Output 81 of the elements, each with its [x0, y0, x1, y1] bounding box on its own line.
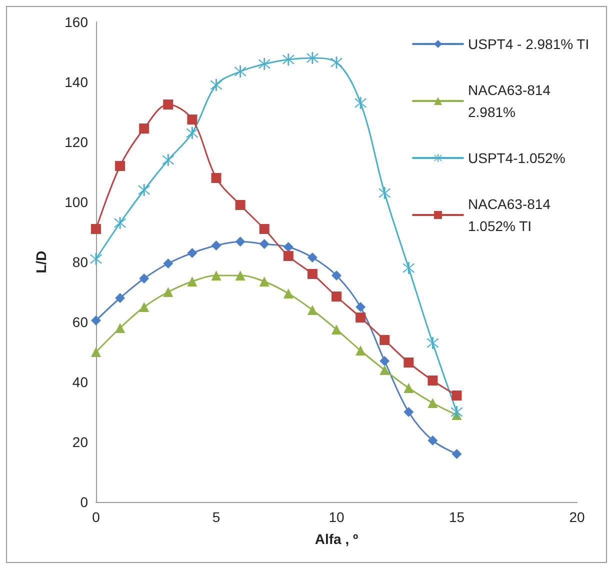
point	[332, 324, 342, 334]
point	[235, 270, 246, 280]
point	[91, 224, 101, 234]
y-tick-label: 160	[64, 14, 88, 30]
point	[259, 276, 270, 286]
point	[332, 270, 342, 280]
x-tick-label: 10	[328, 509, 344, 525]
point	[259, 239, 270, 249]
point	[234, 66, 246, 78]
y-tick-label: 20	[72, 434, 88, 450]
point	[307, 269, 318, 279]
x-axis-title: Alfa , º	[314, 531, 358, 547]
point	[356, 302, 366, 312]
point	[163, 287, 174, 297]
point	[187, 276, 198, 286]
point	[139, 274, 150, 284]
point	[378, 187, 391, 199]
point	[187, 248, 198, 258]
point	[138, 184, 150, 196]
y-tick-label: 140	[64, 74, 88, 90]
point	[186, 127, 198, 139]
legend-label: USPT4 - 2.981% TI	[468, 36, 590, 52]
point	[354, 97, 367, 109]
y-tick-label: 60	[72, 314, 88, 330]
point	[91, 316, 101, 326]
point	[162, 154, 174, 166]
x-tick-label: 0	[92, 509, 100, 525]
point	[404, 358, 414, 368]
point	[114, 217, 126, 229]
point	[282, 54, 294, 66]
point	[235, 200, 246, 210]
point	[283, 288, 294, 298]
point	[163, 100, 174, 110]
point	[380, 335, 390, 345]
point	[426, 337, 439, 349]
point	[380, 356, 390, 366]
y-tick-label: 0	[80, 494, 88, 510]
point	[428, 436, 438, 446]
y-tick-label: 120	[64, 134, 88, 150]
point	[163, 258, 174, 268]
point	[91, 347, 101, 357]
point	[306, 52, 318, 64]
point	[307, 305, 318, 315]
point	[211, 270, 222, 280]
point	[428, 376, 438, 386]
point	[258, 58, 270, 70]
point	[139, 302, 150, 312]
point	[235, 236, 246, 247]
point	[356, 312, 366, 322]
point	[211, 173, 222, 183]
point	[450, 406, 463, 418]
point	[211, 240, 222, 250]
point	[452, 449, 462, 459]
legend-label: NACA63-814 2.981%	[468, 82, 554, 120]
point	[115, 323, 126, 333]
point	[402, 262, 415, 274]
point	[210, 79, 222, 91]
legend-label: USPT4-1.052%	[468, 150, 566, 166]
point	[404, 383, 414, 393]
point	[283, 242, 294, 252]
x-tick-label: 5	[212, 509, 220, 525]
x-tick-label: 20	[569, 509, 585, 525]
point	[139, 124, 150, 134]
point	[356, 346, 366, 356]
y-tick-label: 80	[72, 254, 88, 270]
point	[283, 251, 294, 261]
x-tick-label: 15	[448, 509, 465, 525]
point	[259, 224, 270, 234]
point	[115, 293, 126, 303]
point	[452, 390, 462, 400]
legend-label: NACA63-814 1.052% TI	[468, 196, 554, 234]
point	[187, 114, 198, 124]
y-axis-title: L/D	[33, 250, 49, 274]
point	[115, 161, 126, 171]
point	[332, 292, 342, 302]
y-tick-label: 100	[64, 194, 88, 210]
point	[428, 398, 438, 408]
point	[307, 252, 318, 262]
point	[380, 365, 390, 375]
point	[404, 407, 414, 417]
y-tick-label: 40	[72, 374, 88, 390]
